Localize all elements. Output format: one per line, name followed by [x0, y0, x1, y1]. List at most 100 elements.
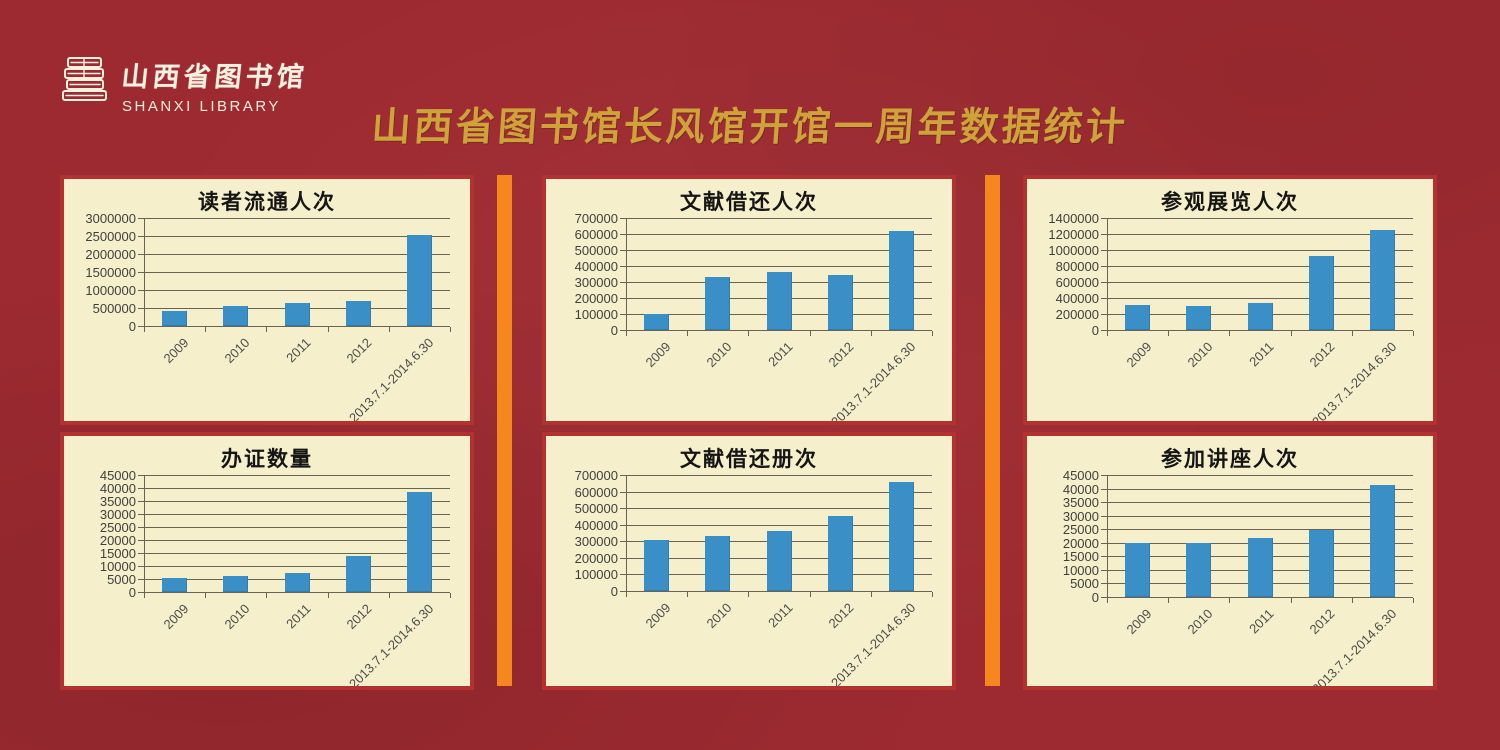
x-axis-tick	[1229, 598, 1231, 603]
gridline	[138, 236, 450, 237]
x-axis-label: 2010	[703, 339, 735, 371]
gridline	[620, 508, 932, 510]
x-axis-tick	[932, 592, 933, 597]
x-axis-line	[138, 592, 450, 593]
y-axis-label: 5000	[107, 572, 136, 587]
x-axis-label: 2011	[765, 339, 796, 370]
chart-panel-reader-circulation: 读者流通人次 0 500000 1000000 1500000 2000000 25000…	[60, 175, 474, 425]
gridline	[620, 524, 932, 526]
x-axis-tick	[932, 331, 933, 336]
chart-title: 文献借还人次	[680, 190, 818, 214]
x-axis-tick	[870, 331, 872, 336]
x-axis-label: 2010	[1184, 339, 1216, 371]
x-axis-tick	[1168, 331, 1170, 336]
x-axis-tick	[266, 327, 268, 332]
gridline	[138, 272, 450, 273]
x-axis-tick	[1351, 598, 1353, 603]
y-axis-line	[1107, 219, 1108, 331]
bar	[1125, 305, 1151, 330]
y-axis-line	[626, 219, 627, 331]
chart-plot: 0 100000 200000 300000 400000 500000 600000 700…	[575, 469, 933, 686]
x-axis-label: 2012	[825, 339, 857, 371]
y-axis-label: 25000	[99, 520, 136, 535]
logo-text: 山西省图书馆 SHANXI LIBRARY	[120, 55, 309, 115]
chart-title: 文献借还册次	[680, 447, 818, 471]
x-axis-label: 2009	[1123, 606, 1155, 638]
y-axis-label: 0	[128, 585, 136, 600]
gridline	[138, 475, 450, 476]
y-axis-label: 400000	[574, 517, 618, 533]
bar	[1247, 537, 1273, 597]
gridline	[1101, 298, 1413, 299]
x-axis-label: 2009	[642, 600, 674, 632]
y-axis-label: 25000	[1062, 522, 1099, 538]
y-axis-label: 45000	[99, 468, 136, 483]
x-axis-label: 2011	[1246, 339, 1277, 370]
gridline	[620, 234, 932, 235]
bar	[223, 306, 249, 326]
y-axis-label: 600000	[574, 484, 618, 500]
gridline	[1101, 502, 1413, 504]
y-axis-label: 35000	[99, 494, 136, 509]
x-axis-tick	[1413, 598, 1414, 603]
gridline	[138, 488, 450, 489]
y-axis-line	[1107, 476, 1108, 598]
gridline	[1101, 250, 1413, 251]
x-axis-tick	[870, 592, 872, 597]
x-axis-label: 2011	[765, 600, 796, 631]
x-axis-tick	[327, 593, 329, 598]
bar	[766, 272, 792, 330]
gridline	[138, 566, 450, 567]
chart-panel-document-loans-volumes: 文献借还册次 0 100000 200000 300000 400000 500000 60…	[542, 432, 956, 690]
y-axis-label: 100000	[574, 567, 618, 583]
x-axis-tick	[809, 331, 811, 336]
x-axis-tick	[626, 331, 627, 336]
y-axis-label: 400000	[574, 259, 618, 274]
page-title: 山西省图书馆长风馆开馆一周年数据统计	[370, 104, 1130, 150]
divider-strip-left	[497, 175, 512, 686]
y-axis-label: 1400000	[1048, 211, 1099, 226]
bar	[1125, 542, 1151, 597]
y-axis-label: 1000000	[1048, 243, 1099, 258]
y-axis-label: 1200000	[1048, 227, 1099, 242]
library-logo: 山西省图书馆 SHANXI LIBRARY	[58, 55, 309, 115]
x-axis-tick	[1413, 331, 1414, 336]
logo-name-english: SHANXI LIBRARY	[122, 98, 281, 115]
x-axis-tick	[450, 593, 451, 598]
y-axis-label: 100000	[574, 307, 618, 322]
x-axis-tick	[687, 331, 689, 336]
gridline	[1101, 529, 1413, 531]
gridline	[138, 527, 450, 528]
y-axis-label: 1000000	[85, 283, 136, 298]
y-axis-label: 15000	[99, 546, 136, 561]
chart-title: 读者流通人次	[198, 190, 336, 214]
y-axis-label: 0	[128, 319, 136, 334]
y-axis-label: 40000	[99, 481, 136, 496]
gridline	[1101, 488, 1413, 490]
x-axis-tick	[1229, 331, 1231, 336]
x-axis-tick	[687, 592, 689, 597]
gridline	[620, 218, 932, 219]
bar	[888, 481, 914, 591]
y-axis-line	[144, 219, 145, 327]
x-axis-tick	[205, 327, 207, 332]
bar	[284, 302, 310, 326]
x-axis-tick	[748, 331, 750, 336]
y-axis-label: 300000	[574, 275, 618, 290]
x-axis-tick	[327, 327, 329, 332]
gridline	[138, 254, 450, 255]
x-axis-tick	[266, 593, 268, 598]
x-axis-tick	[748, 592, 750, 597]
x-axis-label: 2012	[825, 600, 857, 632]
bar	[345, 556, 371, 592]
stacked-books-icon	[58, 55, 110, 112]
x-axis-label: 2009	[642, 339, 674, 371]
y-axis-label: 500000	[92, 301, 136, 316]
x-axis-tick	[144, 327, 145, 332]
chart-panel-document-loans-persons: 文献借还人次 0 100000 200000 300000 400000 500000 60…	[542, 175, 956, 425]
y-axis-label: 200000	[574, 550, 618, 566]
chart-plot: 0 100000 200000 300000 400000 500000 600000 700…	[575, 212, 933, 421]
bar	[1308, 256, 1334, 330]
gridline	[138, 514, 450, 515]
